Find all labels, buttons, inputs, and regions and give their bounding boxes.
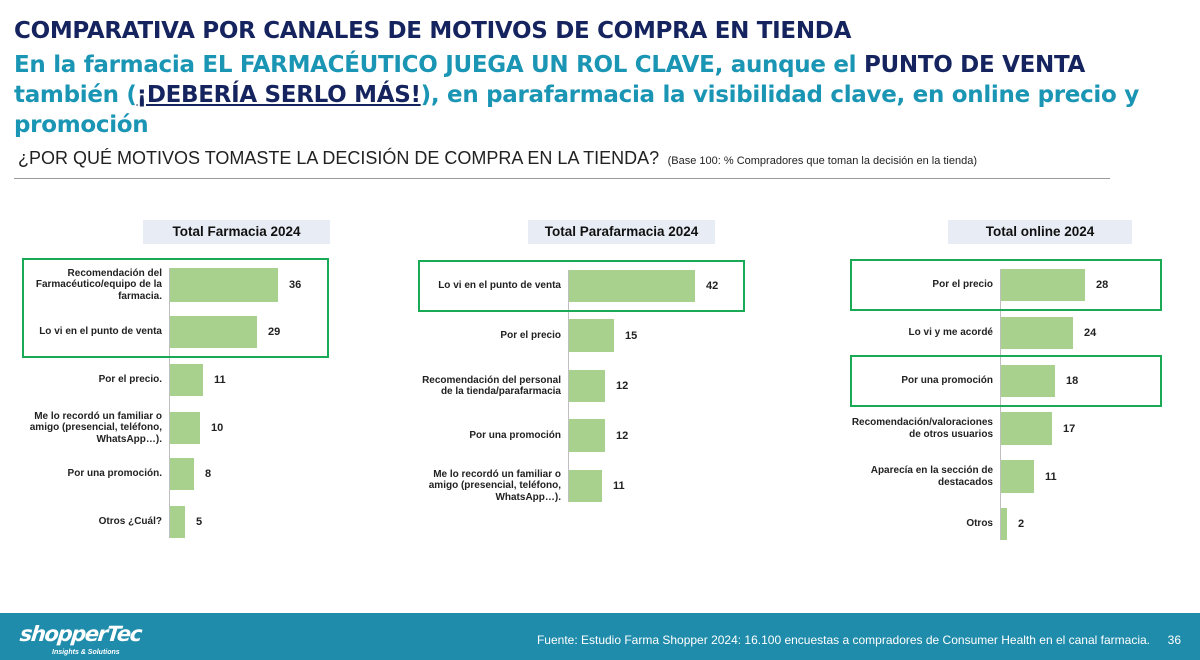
bar-label: Por una promoción xyxy=(901,375,993,387)
bar-value: 2 xyxy=(1018,518,1025,530)
chart-bar xyxy=(1001,317,1073,349)
survey-base-note: (Base 100: % Compradores que toman la de… xyxy=(667,155,978,167)
bar-value: 28 xyxy=(1096,279,1109,291)
bar-label: Por el precio xyxy=(932,279,993,291)
subtitle-part: también ( xyxy=(14,82,137,108)
bar-label: Lo vi en el punto de venta xyxy=(39,326,162,338)
chart-bar xyxy=(1001,508,1007,540)
subtitle-part: ), en parafarmacia la visibilidad clave,… xyxy=(14,82,1139,138)
bar-label: Otros ¿Cuál? xyxy=(98,516,162,528)
bar-label: Me lo recordó un familiar o amigo (prese… xyxy=(29,410,162,445)
chart-bar xyxy=(569,270,695,302)
chart-bar xyxy=(1001,412,1052,445)
chart-bar xyxy=(569,370,605,402)
chart-bar xyxy=(170,268,278,302)
page-title: COMPARATIVA POR CANALES DE MOTIVOS DE CO… xyxy=(14,18,852,44)
bar-value: 11 xyxy=(613,480,625,492)
highlight-box xyxy=(850,259,1162,311)
bar-value: 29 xyxy=(268,326,281,338)
bar-label: Me lo recordó un familiar o amigo (prese… xyxy=(428,468,561,503)
highlight-box xyxy=(418,260,745,312)
bar-value: 10 xyxy=(211,422,224,434)
bar-label: Por el precio xyxy=(500,329,561,341)
bar-value: 5 xyxy=(196,516,203,528)
highlight-box xyxy=(850,355,1162,407)
chart-bar xyxy=(569,419,605,452)
bar-label: Aparecía en la sección de destacados xyxy=(870,465,993,488)
chart-bar xyxy=(1001,269,1085,301)
subtitle-part: En la farmacia xyxy=(14,52,203,78)
chart-title: Total Farmacia 2024 xyxy=(143,220,330,244)
chart-bar xyxy=(170,364,203,396)
chart-axis xyxy=(568,270,569,502)
chart-title: Total online 2024 xyxy=(948,220,1132,244)
bar-value: 17 xyxy=(1063,422,1076,435)
bar-value: 11 xyxy=(214,374,226,386)
subtitle-part: EL FARMACÉUTICO JUEGA UN ROL CLAVE xyxy=(202,52,715,78)
chart-bar xyxy=(170,458,194,490)
bar-value: 12 xyxy=(616,429,629,442)
chart-bar xyxy=(1001,460,1034,493)
bar-value: 36 xyxy=(289,279,302,291)
chart-title: Total Parafarmacia 2024 xyxy=(528,220,715,244)
highlight-box xyxy=(22,258,329,358)
bar-value: 42 xyxy=(706,280,719,292)
bar-value: 8 xyxy=(205,468,212,480)
logo-tagline: Insights & Solutions xyxy=(52,649,120,656)
bar-label: Recomendación del Farmacéutico/equipo de… xyxy=(35,267,162,302)
bar-label: Lo vi en el punto de venta xyxy=(438,280,561,292)
source-note: Fuente: Estudio Farma Shopper 2024: 16.1… xyxy=(536,633,1150,647)
page-subtitle: En la farmacia EL FARMACÉUTICO JUEGA UN … xyxy=(14,50,1194,140)
chart-bar xyxy=(569,319,614,352)
header-divider xyxy=(14,178,1110,179)
chart-bar xyxy=(569,470,602,502)
footer-bar: shopperTec Insights & Solutions Fuente: … xyxy=(0,613,1200,660)
subtitle-part: ¡DEBERÍA SERLO MÁS! xyxy=(136,82,421,108)
question-row: ¿POR QUÉ MOTIVOS TOMASTE LA DECISIÓN DE … xyxy=(18,148,1118,169)
chart-axis xyxy=(169,268,170,538)
survey-question: ¿POR QUÉ MOTIVOS TOMASTE LA DECISIÓN DE … xyxy=(18,148,660,168)
bar-label: Por el precio. xyxy=(98,374,162,386)
bar-label: Por una promoción xyxy=(469,429,561,441)
chart-bar xyxy=(170,506,185,538)
bar-value: 18 xyxy=(1066,375,1079,387)
bar-value: 12 xyxy=(616,380,629,392)
page-number: 36 xyxy=(1167,633,1181,647)
bar-label: Por una promoción. xyxy=(67,468,162,480)
bar-label: Otros xyxy=(966,518,993,530)
bar-label: Recomendación del personal de la tienda/… xyxy=(422,374,561,398)
shoppertec-logo: shopperTec xyxy=(18,622,143,646)
bar-value: 24 xyxy=(1084,327,1097,339)
bar-label: Lo vi y me acordé xyxy=(908,327,993,339)
bar-value: 15 xyxy=(625,329,638,342)
chart-bar xyxy=(170,316,257,348)
subtitle-part: PUNTO DE VENTA xyxy=(863,52,1086,78)
chart-bar xyxy=(170,412,200,444)
bar-value: 11 xyxy=(1045,470,1057,483)
chart-axis xyxy=(1000,269,1001,540)
chart-bar xyxy=(1001,365,1055,397)
subtitle-part: , aunque el xyxy=(714,52,864,78)
bar-label: Recomendación/valoraciones de otros usua… xyxy=(851,417,993,440)
